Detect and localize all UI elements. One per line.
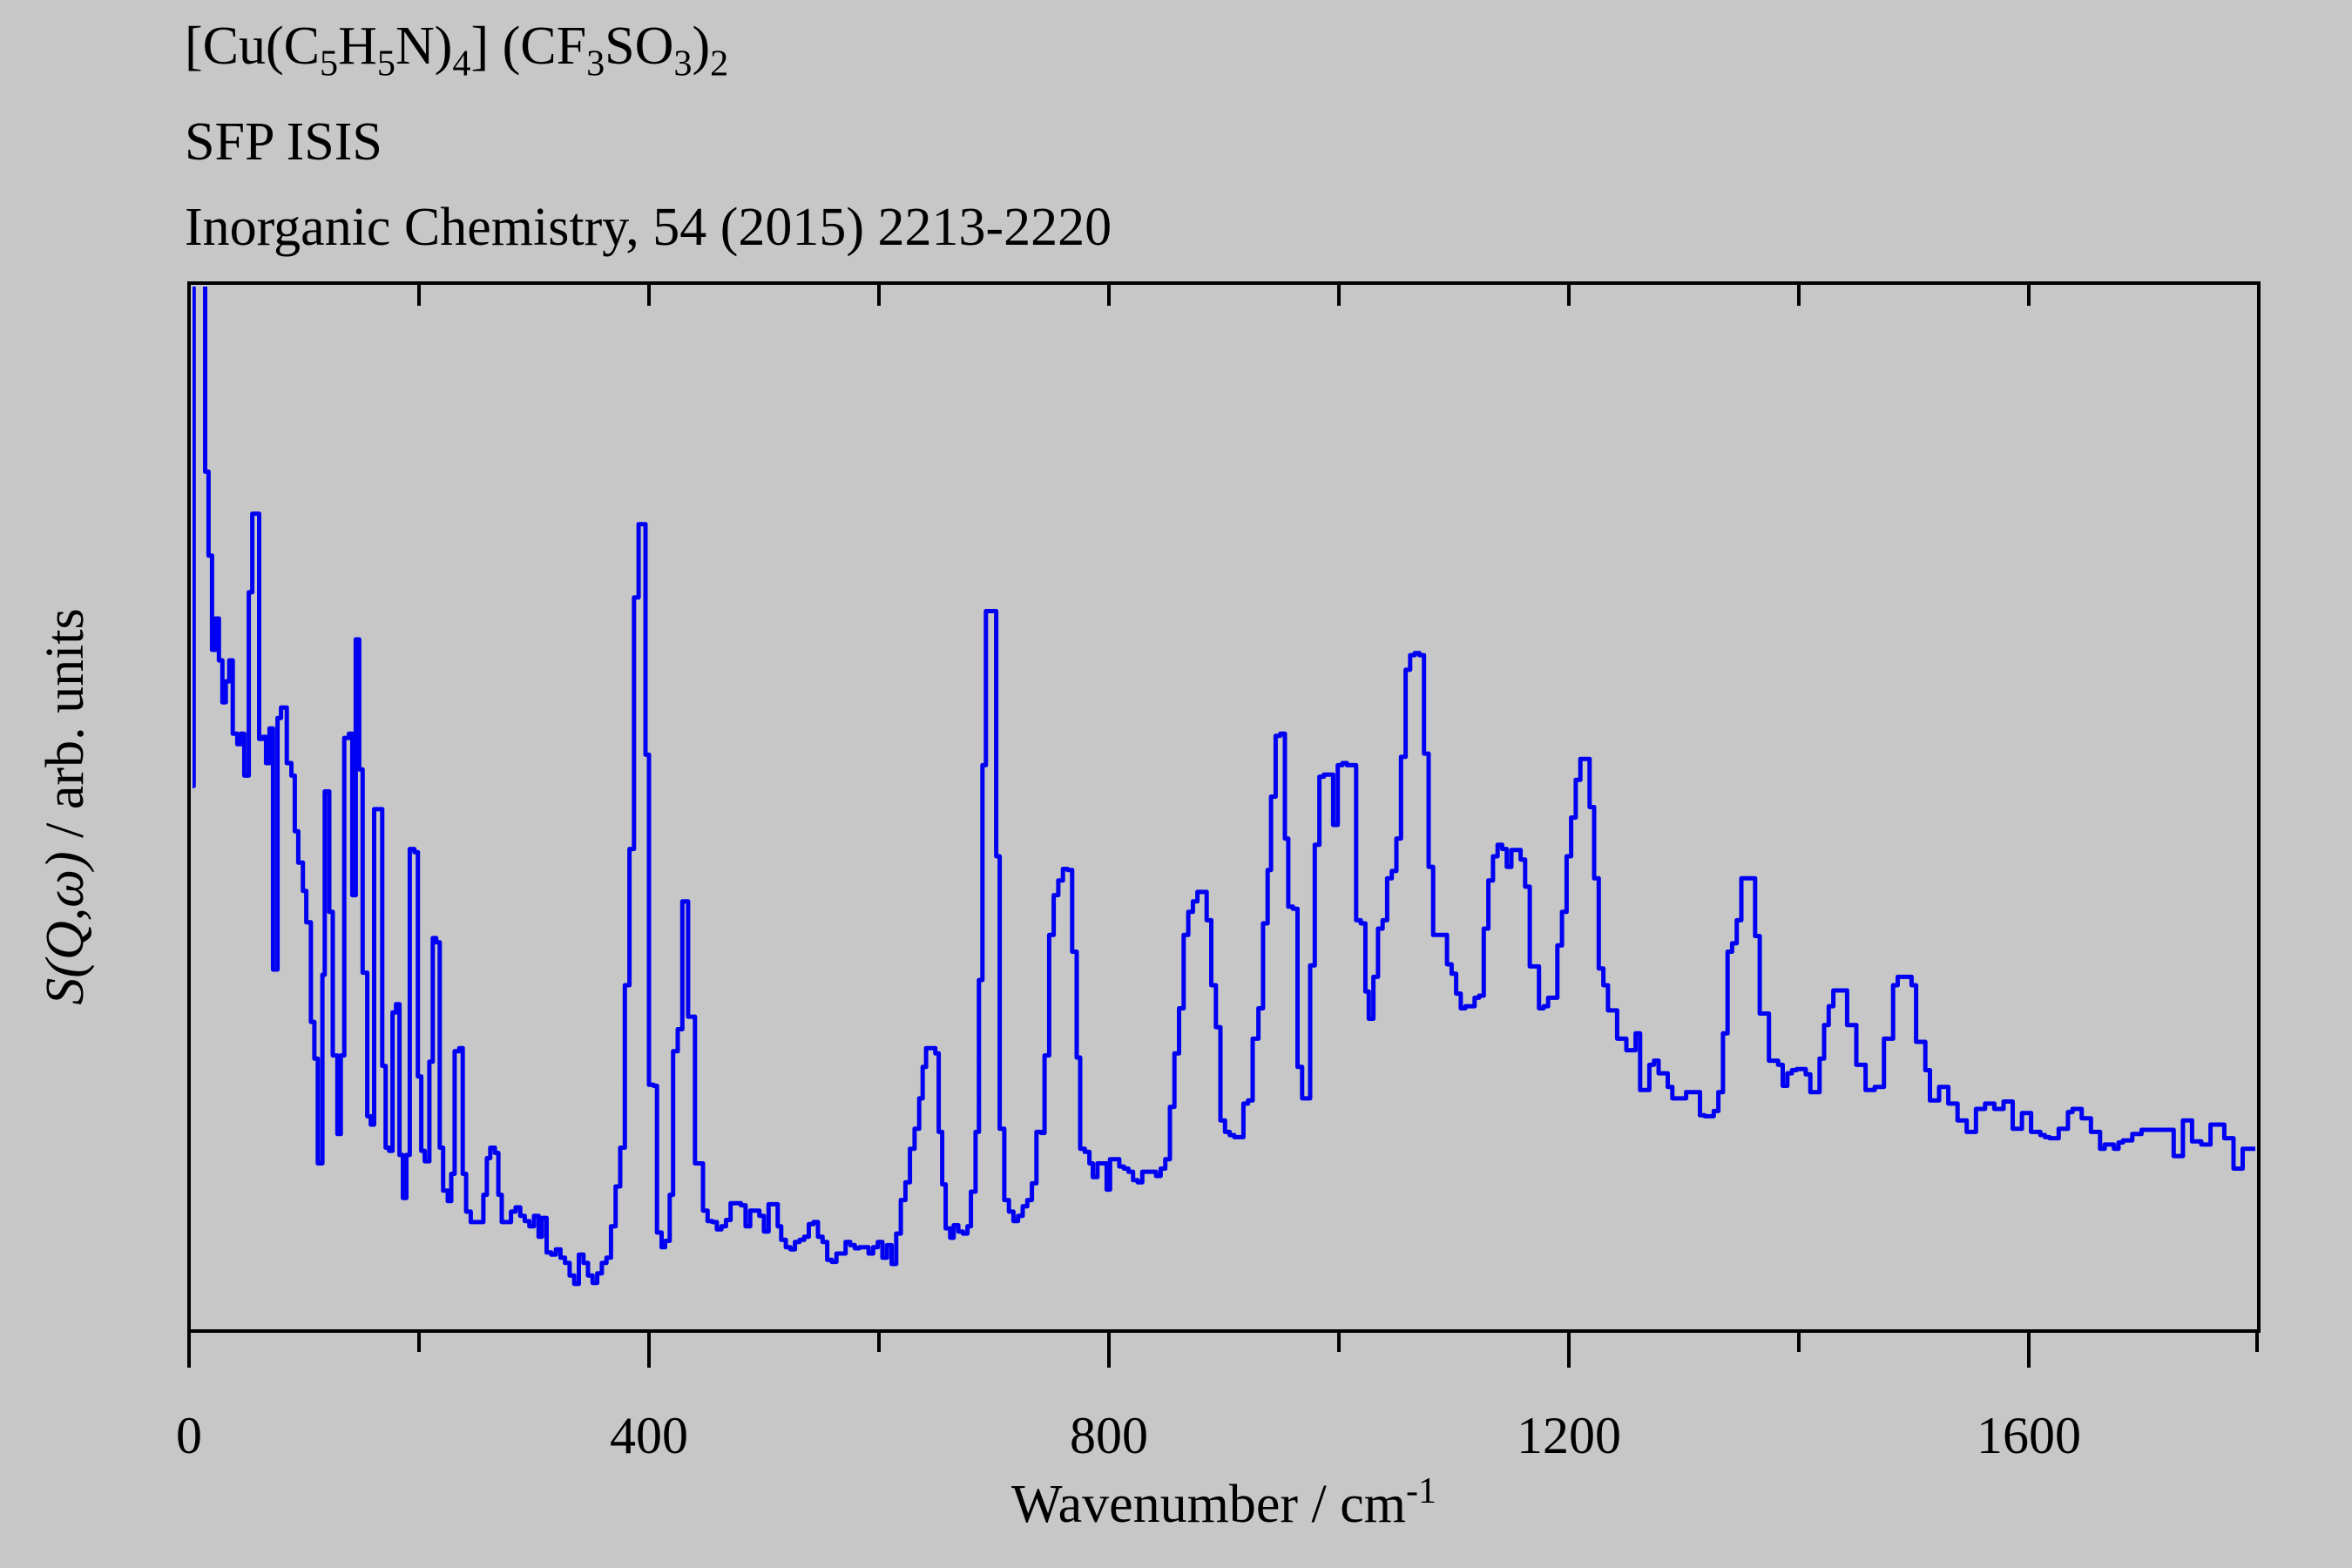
- formula-subscript: 5: [376, 43, 395, 84]
- instrument-title: SFP ISIS: [185, 112, 382, 172]
- y-axis-label-italic: S(Q,ω): [36, 851, 95, 1004]
- x-tick-label: 1600: [1977, 1407, 2081, 1464]
- x-axis-ticks: [187, 1331, 2259, 1368]
- x-axis-label-superscript: -1: [1406, 1471, 1436, 1511]
- reference-citation: Inorganic Chemistry, 54 (2015) 2213-2220: [185, 198, 1112, 257]
- formula-text: N): [395, 17, 453, 76]
- x-tick-label: 1200: [1517, 1407, 1621, 1464]
- x-axis-tick-labels: 0 400 800 1200 1600: [176, 1407, 2081, 1464]
- formula-text: ): [692, 17, 711, 76]
- formula-subscript: 2: [710, 43, 729, 84]
- formula-text: H: [338, 17, 377, 76]
- x-tick-label: 0: [176, 1407, 202, 1464]
- y-axis-label-rest: / arb. units: [36, 608, 95, 851]
- spectrum-line: [193, 287, 2255, 1287]
- formula-subscript: 4: [452, 43, 471, 84]
- formula-subscript: 3: [586, 43, 605, 84]
- plot-frame: [187, 281, 2261, 1333]
- x-axis-label-text: Wavenumber / cm: [1011, 1475, 1406, 1534]
- top-axis-ticks: [417, 285, 2031, 306]
- formula-text: SO: [605, 17, 674, 76]
- x-tick-label: 400: [610, 1407, 688, 1464]
- sample-formula-title: [Cu(C5H5N)4] (CF3SO3)2: [185, 16, 728, 82]
- formula-subscript: 3: [673, 43, 693, 84]
- formula-text: ] (CF: [470, 17, 587, 76]
- x-tick-label: 800: [1070, 1407, 1148, 1464]
- formula-text: [Cu(C: [185, 17, 320, 76]
- formula-subscript: 5: [320, 43, 339, 84]
- y-axis-label: S(Q,ω) / arb. units: [36, 608, 95, 1004]
- x-axis-label: Wavenumber / cm-1: [1011, 1471, 1436, 1534]
